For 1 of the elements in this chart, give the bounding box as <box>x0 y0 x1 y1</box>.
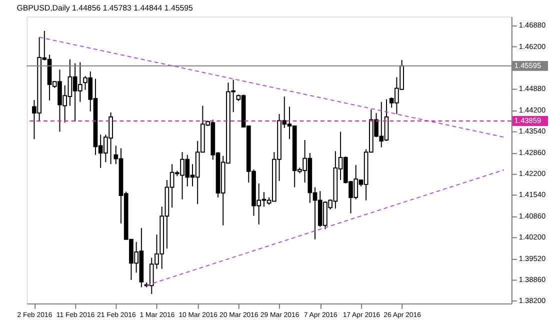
chart-title: GBPUSD,Daily 1.44856 1.45783 1.44844 1.45595 <box>16 4 194 13</box>
